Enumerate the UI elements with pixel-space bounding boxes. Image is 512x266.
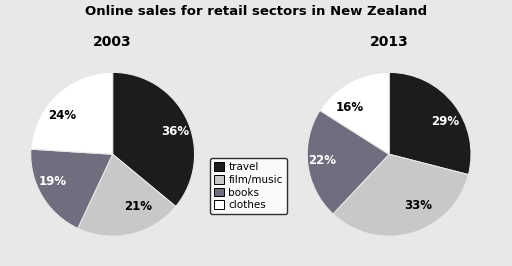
Text: 19%: 19% [39, 175, 67, 188]
Wedge shape [320, 72, 389, 154]
Text: 21%: 21% [124, 200, 152, 213]
Wedge shape [307, 110, 389, 214]
Text: 33%: 33% [404, 199, 432, 212]
Text: 36%: 36% [161, 125, 189, 138]
Wedge shape [389, 72, 471, 175]
Wedge shape [78, 154, 176, 236]
Text: Online sales for retail sectors in New Zealand: Online sales for retail sectors in New Z… [85, 5, 427, 18]
Title: 2003: 2003 [93, 35, 132, 49]
Title: 2013: 2013 [370, 35, 409, 49]
Legend: travel, film/music, books, clothes: travel, film/music, books, clothes [210, 158, 287, 214]
Wedge shape [31, 149, 113, 228]
Text: 22%: 22% [308, 155, 336, 168]
Text: 24%: 24% [48, 109, 76, 122]
Text: 29%: 29% [431, 115, 459, 128]
Text: 16%: 16% [335, 101, 364, 114]
Wedge shape [333, 154, 468, 236]
Wedge shape [31, 72, 113, 154]
Wedge shape [113, 72, 195, 206]
